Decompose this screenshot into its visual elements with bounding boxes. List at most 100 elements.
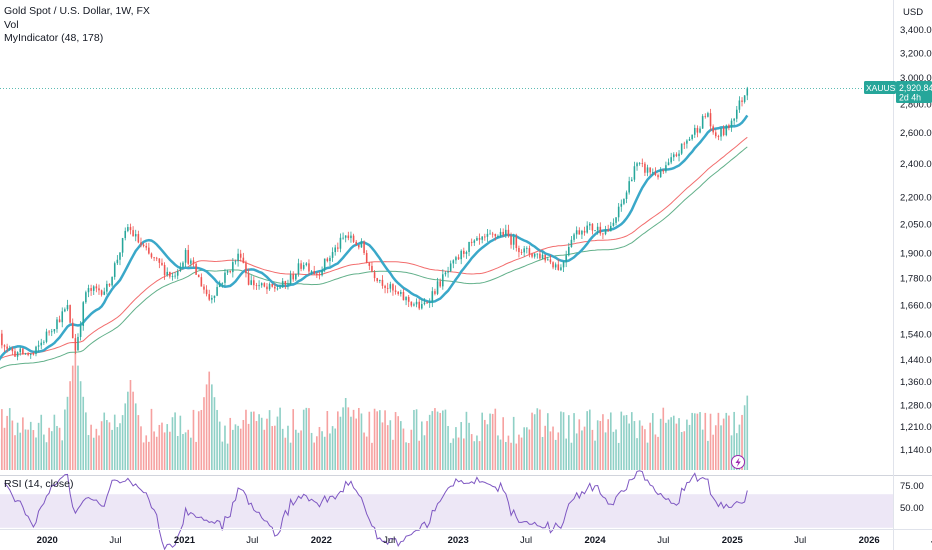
candle-body [266,286,268,290]
volume-bar [562,412,565,470]
volume-bar [533,414,536,470]
volume-bar [434,408,436,470]
volume-bar [176,436,179,470]
volume-bar [119,423,121,470]
volume-bar [470,434,473,470]
volume-bar [591,429,594,470]
volume-bar [69,381,71,470]
candle-body [350,235,352,239]
volume-bar [302,409,305,470]
candle-body [108,283,111,286]
volume-bar [389,420,392,470]
candle-body [352,235,355,242]
volume-bar [636,438,638,470]
candle-body [594,230,596,232]
candle-body [224,272,226,283]
volume-bar [218,421,221,470]
volume-bar [339,416,342,470]
candle-body [680,143,683,154]
volume-bar [90,424,92,470]
candle-body [583,230,586,233]
volume-bar [386,425,389,470]
volume-bar [473,441,476,470]
volume-bar [129,380,132,470]
price-tick: 1,900.00 [900,249,932,260]
candle-body [342,237,344,239]
candle-body [92,286,95,291]
candle-body [24,353,27,355]
price-tick: 2,400.00 [900,159,932,170]
candle-body [58,319,61,323]
candle-body [505,229,507,236]
rsi-tick-75: 75.00 [900,481,924,492]
volume-bar [722,418,725,470]
candle-body [386,287,389,289]
candle-body [610,225,612,232]
lightning-icon[interactable] [731,455,745,469]
volume-bar [326,411,329,470]
price-tag: XAUUSD 2,920.84 2d 4h [864,81,932,103]
volume-bar [483,419,486,470]
volume-bar [481,412,483,470]
volume-bar [108,422,111,470]
volume-bar [678,418,680,470]
volume-bar [358,407,360,470]
candle-body [274,286,276,289]
candle-body [258,285,260,287]
volume-bar [502,417,504,470]
candle-body [373,272,376,279]
volume-bar [276,416,279,470]
price-tick: 3,200.00 [900,48,932,59]
volume-bar [281,428,284,470]
moving-average-lines [0,114,749,369]
candle-body [662,170,665,172]
candle-body [392,284,394,291]
time-label: 2026 [859,535,880,546]
candle-body [709,113,712,127]
volume-bar [85,412,87,470]
rsi-legend[interactable]: RSI (14, close) [4,478,74,490]
candle-body [623,198,625,204]
volume-legend[interactable]: Vol [4,18,19,31]
volume-bars [0,350,749,470]
volume-bar [344,398,347,470]
volume-bar [64,409,66,470]
ma-fast-line [0,114,749,362]
volume-bar [730,435,733,470]
volume-bar [565,438,567,470]
candle-body [184,249,187,263]
rsi-scale[interactable]: 75.00 50.00 [900,481,924,514]
volume-bar [392,439,394,470]
volume-bar [242,419,245,470]
candle-body [347,235,350,239]
time-label: 2021 [174,535,196,546]
candle-body [379,279,381,282]
price-scale[interactable]: USD 3,400.00 3,200.00 3,000.00 2,800.00 2,60… [900,7,932,456]
candle-body [98,288,100,291]
volume-bar [66,396,69,470]
volume-bar [707,440,709,470]
volume-bar [444,409,447,470]
time-label: Jul [931,535,932,546]
candle-body [604,229,607,235]
candle-body [134,234,137,237]
indicator-legend[interactable]: MyIndicator (48, 178) [4,32,104,44]
time-axis[interactable]: Jul 2020 Jul 2021 Jul 2022 Jul 2023 Jul 2024 Jul 20… [0,535,932,546]
volume-bar [570,442,573,470]
candle-body [268,283,271,290]
symbol-title[interactable]: Gold Spot / U.S. Dollar, 1W, FX [4,5,150,17]
candle-body [526,248,528,249]
candle-body [607,229,609,232]
candle-body [707,113,709,117]
volume-bar [612,431,615,470]
volume-bar [575,433,578,470]
candle-body [547,259,549,261]
candle-body [486,233,489,237]
volume-bar [625,414,628,470]
candle-body [155,257,158,259]
candle-body [541,254,544,259]
candle-body [659,170,662,178]
candle-body [289,274,292,284]
volume-bar [738,424,741,470]
